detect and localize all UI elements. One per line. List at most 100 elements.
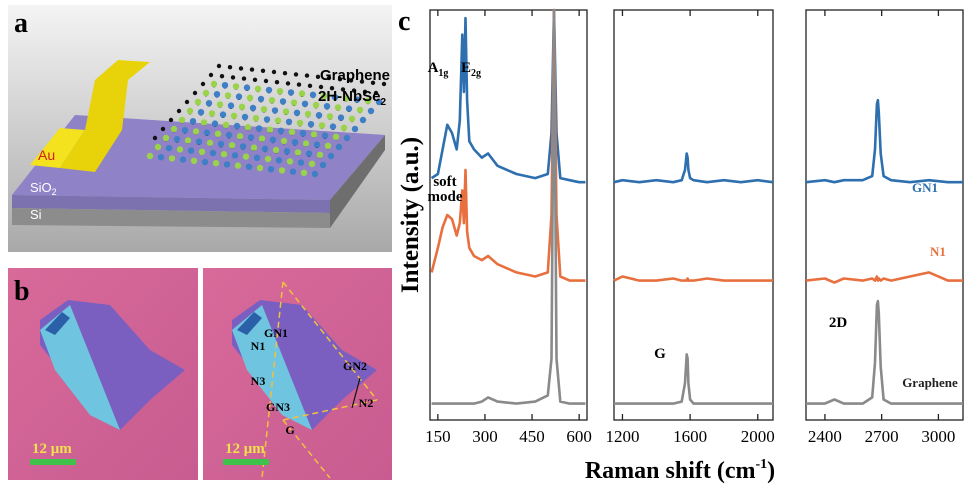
nb-atom [272,146,280,154]
nb-atom [265,86,273,94]
spectrum [805,98,963,184]
nb-atom [224,92,232,99]
c-atom [260,68,266,74]
nb-atom [250,144,258,151]
nb-atom [289,168,297,175]
c-atom [351,88,357,93]
nb-atom [198,148,206,155]
nb-atom [307,121,315,128]
nb-atom [312,101,320,109]
nb-atom [190,157,198,164]
c-atom [337,77,343,82]
nb-atom [232,83,240,90]
region-label: N3 [251,374,266,388]
nb-atom [186,107,194,115]
nb-atom [239,143,247,150]
scale-label: 12 μm [225,441,265,457]
nb-atom [345,105,353,112]
nb-atom [217,140,225,148]
nb-atom [297,159,305,166]
nb-atom [266,126,274,133]
nb-atom [202,89,210,97]
c-atom [315,74,321,80]
c-atom [249,67,255,72]
nb-atom [331,94,339,101]
c-atom [271,69,277,75]
region-label: N2 [359,396,374,410]
nb-atom [313,141,321,148]
nb-atom [296,119,304,127]
c-atom [219,74,225,79]
nb-atom [332,133,340,140]
nb-atom [260,106,268,113]
nb-atom [253,154,261,161]
series-label: Graphene [902,375,958,390]
c-atom [200,81,206,87]
nb-atom [184,137,192,144]
nb-atom [323,103,331,110]
nb-atom [276,88,284,95]
c-atom [227,65,233,70]
nb-atom [340,124,348,131]
nb-atom [206,139,214,146]
nb-atom [309,91,317,99]
nb-atom [247,134,255,141]
nb-atom [293,109,301,117]
region-label: GN3 [266,400,290,414]
nb-atom [245,163,253,170]
nb-atom [189,118,197,125]
nb-atom [238,103,246,111]
nb-atom [162,134,170,142]
x-tick-label: 600 [566,427,592,446]
nb-atom [244,124,252,131]
nb-atom [192,128,200,135]
nb-atom [364,97,372,105]
nb-atom [187,147,195,154]
nb-atom [285,118,293,126]
graphene-label: Graphene [320,67,390,84]
c-atom [340,87,346,92]
x-tick-label: 450 [519,427,545,446]
nb-atom [319,161,327,169]
flake-left [40,300,185,430]
c-atom [168,117,174,123]
nb-atom [267,166,275,173]
spectrum [431,8,586,405]
nb-atom [271,107,279,114]
nb-atom [288,128,296,136]
spectrum [805,271,963,284]
nb-atom [343,134,351,142]
nb-atom [212,160,220,167]
series-label: N1 [930,244,946,259]
annotation-text: E [461,60,471,76]
nb-atom [277,127,285,134]
c-atom [362,89,368,95]
c-atom [329,86,335,91]
series-label: GN1 [912,180,938,195]
nb-atom [356,106,364,114]
x-tick-label: 300 [472,427,498,446]
nb-atom [375,98,383,106]
annotation: A1g [428,60,449,79]
sio2-label: SiO2 [30,180,57,197]
nb-atom [310,131,318,138]
annotation: mode [428,189,463,205]
c-atom [274,80,280,85]
nb-atom [170,125,178,133]
spectrum [613,275,773,282]
nb-atom [315,112,323,119]
nb-atom [181,127,189,134]
nb-atom [233,122,241,130]
nb-atom [337,114,345,121]
nb-atom [221,82,229,89]
nb-atom [367,107,375,115]
nb-atom [176,146,184,153]
nb-atom [300,169,308,176]
nb-atom [243,84,251,91]
nb-atom [256,164,264,172]
nb-atom [234,162,242,169]
annotation-text: A [428,60,439,76]
nb-atom [254,85,262,93]
c-atom [381,81,387,87]
